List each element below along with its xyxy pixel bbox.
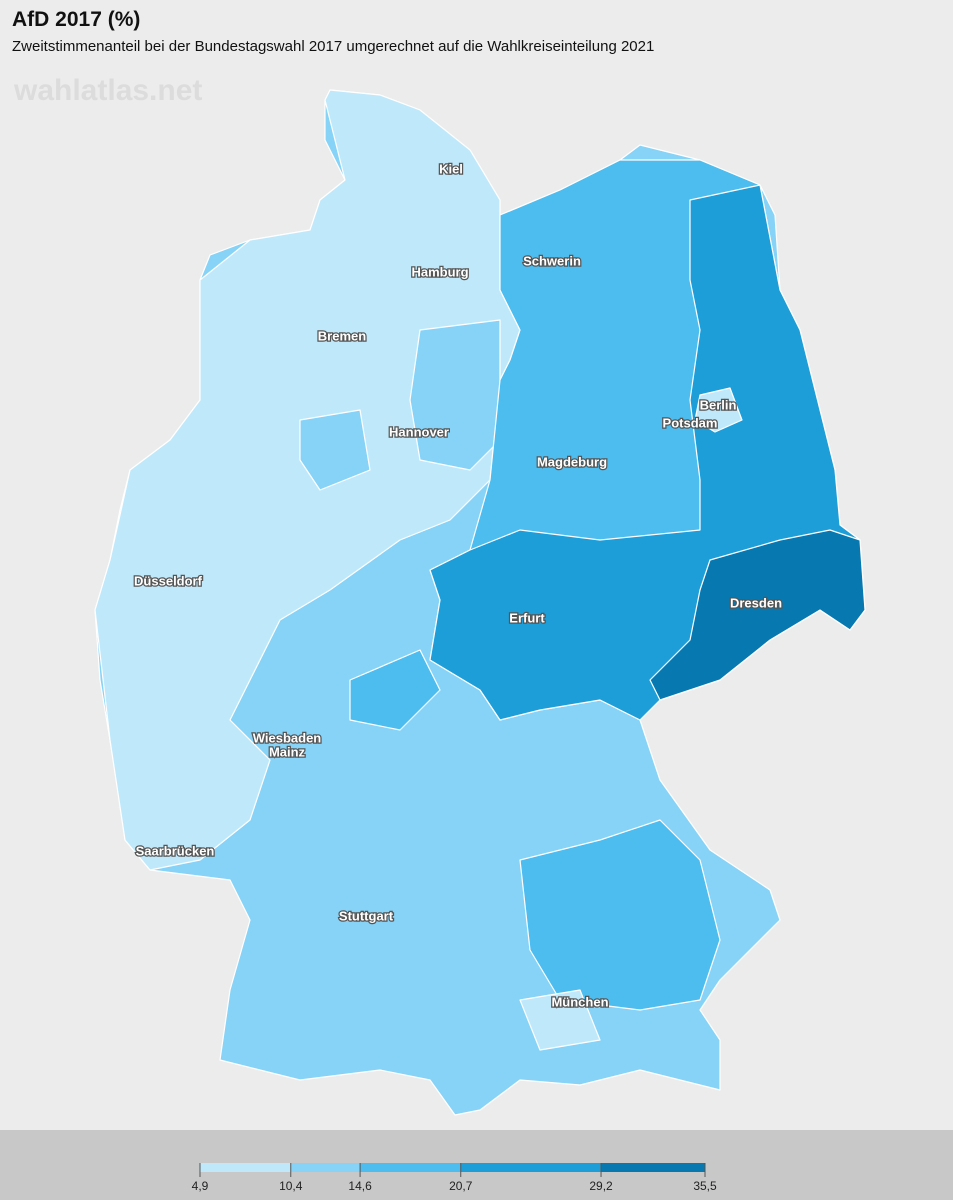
city-label: Berlin [700,397,737,412]
city-label: Mainz [269,744,306,759]
legend-tick-label: 4,9 [192,1179,209,1193]
legend-swatch [601,1163,705,1172]
city-label: Erfurt [509,610,545,625]
regions [94,89,866,1116]
watermark: wahlatlas.net [14,74,203,107]
region [649,529,866,701]
city-label: Schwerin [523,253,581,268]
legend: 4,9 10,4 14,6 20,7 29,2 35,5 [192,1163,717,1193]
legend-tick-label: 20,7 [449,1179,473,1193]
legend-swatch [460,1163,602,1172]
region [349,649,441,731]
region [519,819,721,1011]
legend-tick-label: 14,6 [348,1179,372,1193]
legend-swatch [200,1163,291,1172]
region [519,989,601,1051]
region [299,409,371,491]
city-label: Saarbrücken [136,843,215,858]
legend-tick-label: 29,2 [589,1179,613,1193]
city-label: Potsdam [663,415,718,430]
title: AfD 2017 (%) [12,8,141,31]
city-label: Düsseldorf [134,573,203,588]
legend-tick-label: 35,5 [693,1179,717,1193]
city-label: Hannover [389,424,449,439]
city-label: Dresden [730,595,782,610]
region [409,319,501,471]
legend-swatch [360,1163,461,1172]
city-label: Bremen [318,328,366,343]
legend-swatch [290,1163,361,1172]
city-label: Hamburg [411,264,468,279]
city-labels: Kiel Hamburg Schwerin Bremen Berlin Pots… [133,160,784,1011]
city-label: Magdeburg [537,454,607,469]
city-label: München [551,994,608,1009]
region [694,387,743,433]
legend-tick-label: 10,4 [279,1179,303,1193]
city-label: Kiel [439,161,463,176]
subtitle: Zweitstimmenanteil bei der Bundestagswah… [12,38,655,55]
city-label: Stuttgart [339,908,394,923]
city-label: Wiesbaden [253,730,322,745]
